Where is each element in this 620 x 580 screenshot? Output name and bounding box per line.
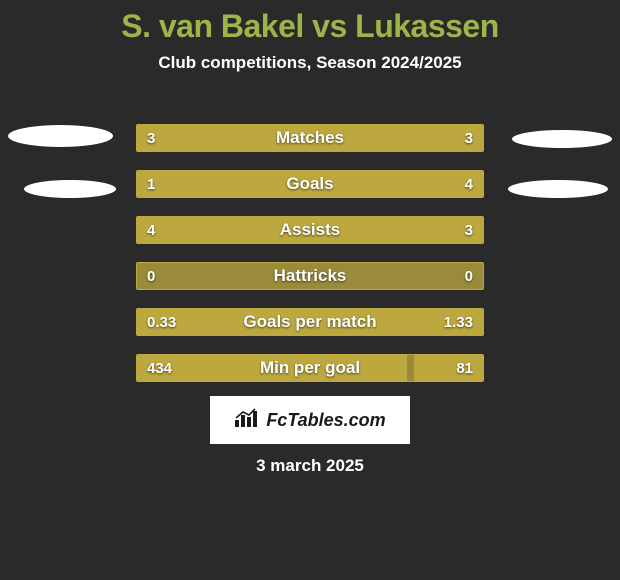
left-player-avatar-shape-2: [24, 180, 116, 198]
page-subtitle: Club competitions, Season 2024/2025: [0, 53, 620, 73]
left-player-avatar-shape-1: [8, 125, 113, 147]
right-player-avatar-shape-2: [508, 180, 608, 198]
stat-row: Goals per match0.33 1.33: [136, 308, 484, 336]
stat-label: Assists: [137, 217, 483, 243]
stat-value-right: 0: [455, 263, 483, 289]
right-player-avatar-shape-1: [512, 130, 612, 148]
stat-label: Goals: [137, 171, 483, 197]
stat-label: Min per goal: [137, 355, 483, 381]
stat-value-left: 434: [137, 355, 182, 381]
chart-icon: [234, 408, 260, 433]
logo-text: FcTables.com: [266, 410, 385, 431]
stat-value-right: 1.33: [434, 309, 483, 335]
stat-value-left: 1: [137, 171, 165, 197]
stat-value-left: 4: [137, 217, 165, 243]
stat-value-left: 0.33: [137, 309, 186, 335]
stat-label: Matches: [137, 125, 483, 151]
stat-row: Matches3 3: [136, 124, 484, 152]
stat-row: Goals1 4: [136, 170, 484, 198]
stat-value-left: 0: [137, 263, 165, 289]
stat-row: Min per goal434 81: [136, 354, 484, 382]
stat-value-right: 3: [455, 217, 483, 243]
stat-label: Goals per match: [137, 309, 483, 335]
comparison-infographic: S. van Bakel vs Lukassen Club competitio…: [0, 0, 620, 580]
stat-row: Hattricks0 0: [136, 262, 484, 290]
stat-value-right: 3: [455, 125, 483, 151]
logo-badge: FcTables.com: [210, 396, 410, 444]
stat-value-left: 3: [137, 125, 165, 151]
stat-row: Assists4 3: [136, 216, 484, 244]
stat-value-right: 81: [446, 355, 483, 381]
page-title: S. van Bakel vs Lukassen: [0, 0, 620, 45]
stat-bars: Matches33Goals14Assists43Hattricks00Goal…: [136, 124, 484, 400]
stat-value-right: 4: [455, 171, 483, 197]
footer-date: 3 march 2025: [0, 456, 620, 476]
stat-label: Hattricks: [137, 263, 483, 289]
